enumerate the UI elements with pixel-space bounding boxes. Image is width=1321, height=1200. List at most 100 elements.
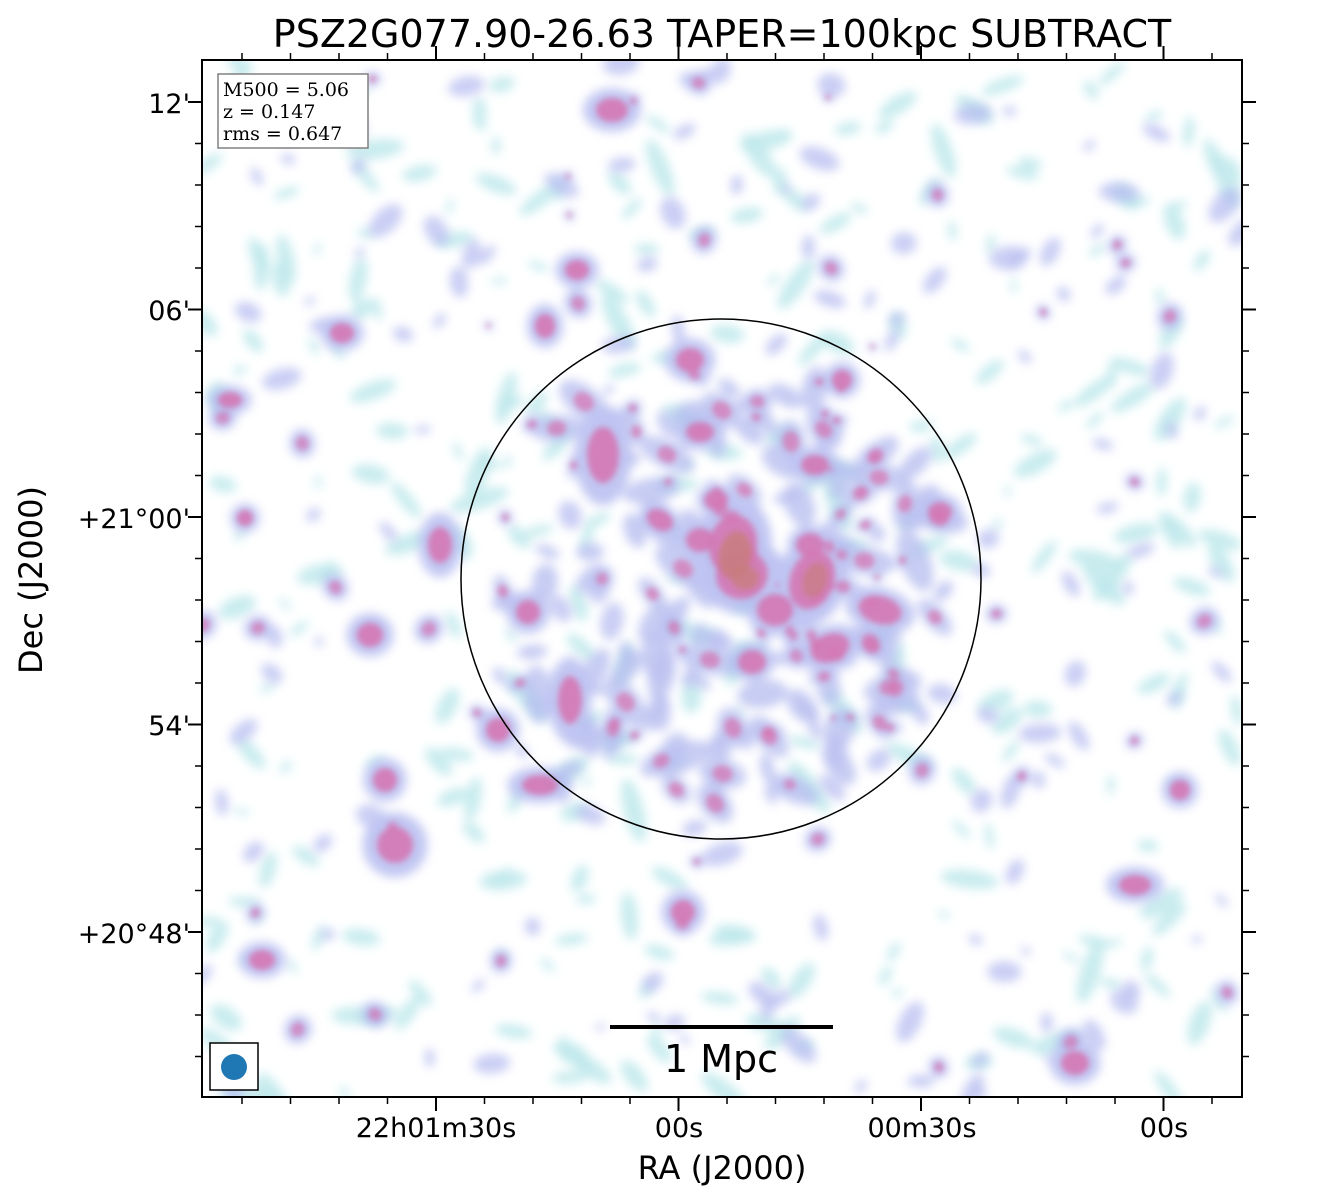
- emission-blob: [1165, 421, 1178, 439]
- emission-blob: [432, 313, 447, 329]
- emission-blob: [710, 60, 731, 84]
- emission-blob: [947, 220, 957, 242]
- emission-blob: [1150, 352, 1174, 390]
- emission-blob: [891, 988, 903, 998]
- emission-blob: [1137, 839, 1159, 852]
- emission-blob: [503, 455, 512, 469]
- emission-blob: [1090, 223, 1104, 239]
- emission-blob: [368, 1008, 382, 1021]
- emission-blob: [845, 713, 855, 721]
- emission-blob: [1191, 935, 1203, 944]
- emission-blob: [279, 760, 293, 773]
- emission-blob: [579, 778, 593, 785]
- emission-blob: [1082, 563, 1125, 606]
- emission-blob: [866, 748, 891, 772]
- emission-blob: [1061, 1051, 1089, 1075]
- emission-blob: [991, 609, 1002, 619]
- emission-map: [202, 60, 1242, 1097]
- emission-blob: [909, 420, 934, 432]
- emission-blob: [867, 448, 884, 464]
- emission-blob: [782, 431, 800, 452]
- emission-blob: [304, 296, 315, 306]
- emission-blob: [286, 958, 298, 974]
- emission-blob: [943, 432, 977, 460]
- emission-blob: [1064, 660, 1086, 687]
- emission-blob: [1108, 938, 1123, 946]
- emission-blob: [423, 215, 449, 247]
- emission-blob: [1092, 438, 1114, 451]
- emission-blob: [587, 427, 619, 483]
- emission-blob: [215, 788, 229, 816]
- emission-blob: [1063, 1035, 1078, 1050]
- emission-blob: [464, 777, 482, 821]
- emission-blob: [355, 246, 365, 259]
- emission-blob: [573, 391, 594, 412]
- emission-blob: [602, 384, 615, 396]
- emission-blob: [646, 1011, 662, 1022]
- emission-blob: [242, 329, 264, 353]
- emission-blob: [452, 441, 464, 461]
- emission-blob: [978, 689, 1014, 713]
- emission-blob: [540, 958, 555, 972]
- emission-blob: [522, 775, 558, 795]
- emission-blob: [472, 708, 482, 717]
- emission-blob: [765, 333, 788, 355]
- emission-blob: [981, 75, 1024, 96]
- emission-blob: [549, 595, 572, 623]
- emission-blob: [437, 787, 469, 807]
- emission-blob: [1083, 139, 1096, 152]
- emission-blob: [1170, 780, 1190, 800]
- emission-blob: [349, 379, 397, 403]
- emission-blob: [464, 447, 493, 497]
- emission-blob: [801, 366, 828, 412]
- emission-blob: [629, 731, 640, 740]
- emission-blob: [462, 239, 481, 269]
- emission-blob: [1156, 467, 1167, 497]
- emission-blob: [986, 234, 996, 255]
- emission-blob: [497, 584, 509, 598]
- emission-blob: [796, 698, 820, 721]
- emission-blob: [682, 819, 707, 837]
- emission-blob: [951, 767, 977, 795]
- emission-blob: [686, 528, 714, 552]
- emission-blob: [393, 326, 414, 343]
- emission-blob: [1020, 434, 1043, 446]
- emission-blob: [813, 290, 846, 309]
- emission-blob: [565, 173, 571, 180]
- emission-blob: [491, 136, 501, 156]
- emission-blob: [806, 629, 817, 642]
- emission-blob: [250, 167, 263, 186]
- emission-blob: [1007, 247, 1031, 271]
- emission-blob: [808, 717, 821, 740]
- emission-blob: [785, 625, 794, 636]
- emission-blob: [1120, 258, 1131, 268]
- emission-blob: [651, 866, 688, 891]
- emission-blob: [491, 277, 507, 285]
- emission-blob: [313, 243, 322, 255]
- info-m500: M500 = 5.06: [223, 79, 349, 101]
- emission-blob: [863, 289, 876, 310]
- emission-blob: [730, 207, 764, 224]
- x-tick-labels: 22h01m30s 00s 00m30s 00s: [356, 1113, 1189, 1144]
- emission-blob: [373, 768, 397, 792]
- emission-blob: [910, 701, 930, 725]
- emission-blob: [1023, 700, 1053, 718]
- emission-blob: [1197, 614, 1212, 628]
- emission-blob: [953, 103, 992, 125]
- info-box: M500 = 5.06 z = 0.147 rms = 0.647: [217, 73, 369, 149]
- emission-blob: [1005, 166, 1040, 180]
- emission-blob: [886, 941, 901, 962]
- emission-blob: [887, 668, 900, 680]
- emission-blob: [233, 365, 247, 376]
- emission-blob: [810, 633, 850, 663]
- emission-blob: [741, 133, 777, 179]
- emission-blob: [236, 737, 266, 770]
- emission-blob: [703, 631, 731, 650]
- emission-blob: [571, 296, 585, 311]
- emission-blob: [471, 978, 486, 993]
- emission-blob: [657, 446, 677, 463]
- emission-blob: [205, 920, 229, 953]
- emission-blob: [354, 292, 362, 312]
- emission-blob: [291, 1022, 305, 1037]
- emission-blob: [608, 157, 636, 173]
